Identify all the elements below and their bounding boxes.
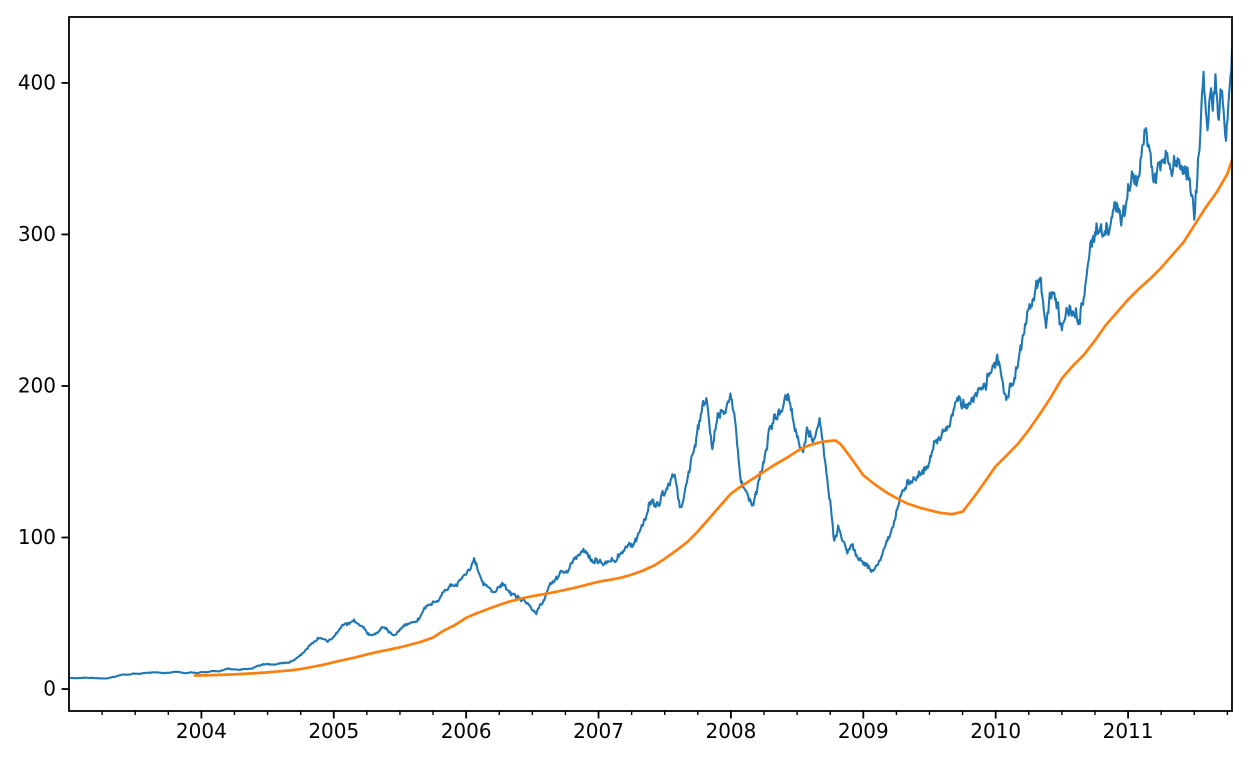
daily-price-line [69, 48, 1232, 680]
y-axis-tick-label: 200 [18, 373, 56, 397]
x-axis-tick-label: 2005 [308, 719, 359, 743]
y-axis-tick-label: 400 [18, 70, 56, 94]
x-axis-tick-label: 2006 [441, 719, 492, 743]
plot-spines [68, 16, 1233, 712]
x-axis-tick-label: 2004 [176, 719, 227, 743]
y-axis-tick-label: 300 [18, 222, 56, 246]
x-axis-tick-label: 2008 [705, 719, 756, 743]
x-axis-tick-label: 2007 [573, 719, 624, 743]
y-axis-tick-label: 100 [18, 525, 56, 549]
x-axis-tick-label: 2011 [1103, 719, 1154, 743]
x-axis-tick-label: 2009 [838, 719, 889, 743]
moving-average-line [193, 158, 1232, 677]
y-axis-tick-label: 0 [43, 677, 56, 701]
x-axis-tick-label: 2010 [970, 719, 1021, 743]
